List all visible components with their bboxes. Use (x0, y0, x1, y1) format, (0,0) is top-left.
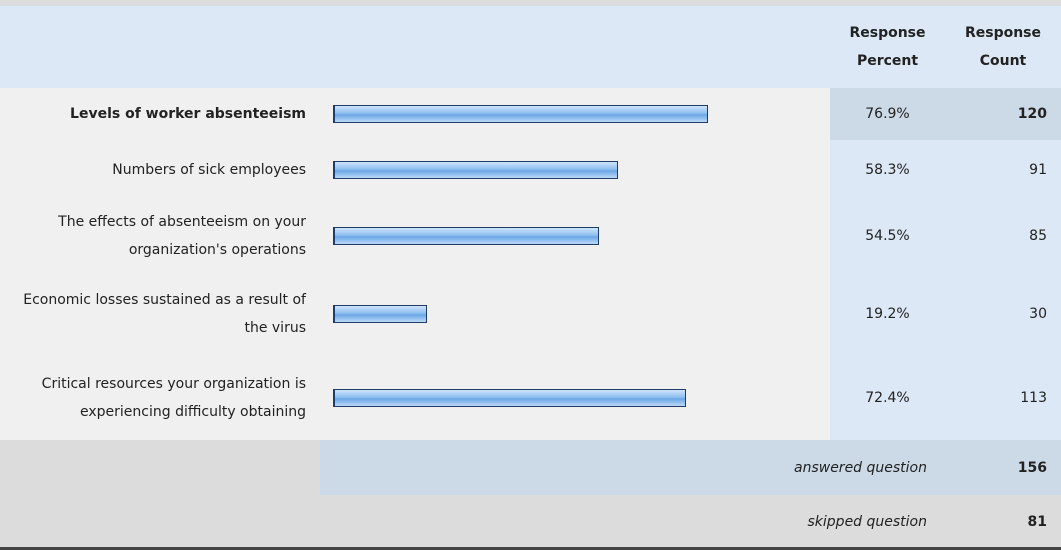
percent-cell-bg (830, 88, 1061, 140)
bar (333, 227, 599, 245)
count-value: 30 (1029, 306, 1047, 322)
count-value: 120 (1017, 106, 1047, 122)
row-label: Economic losses sustained as a result of… (23, 292, 306, 336)
percent-header: Response Percent (849, 25, 926, 69)
percent-cell-bg (830, 200, 1061, 272)
count-value: 113 (1020, 390, 1047, 406)
percent-cell-bg (830, 356, 1061, 440)
footer-label: skipped question (807, 513, 928, 530)
percent-cell-bg (830, 272, 1061, 356)
percent-cell-bg (830, 140, 1061, 200)
percent-value: 54.5% (865, 228, 910, 244)
footer-bg (320, 440, 1061, 495)
footer-value: 156 (1017, 459, 1047, 476)
bar (333, 105, 709, 123)
footer-label: answered question (794, 459, 927, 476)
row-label: Levels of worker absenteeism (70, 106, 306, 122)
row-label: Critical resources your organization is … (41, 376, 306, 420)
percent-value: 76.9% (865, 106, 910, 122)
count-header: Response Count (964, 25, 1042, 69)
bar (333, 305, 427, 323)
count-value: 91 (1029, 162, 1047, 178)
row-label: The effects of absenteeism on your organ… (58, 214, 306, 258)
bar (333, 161, 618, 179)
percent-value: 19.2% (865, 306, 910, 322)
count-value: 85 (1029, 228, 1047, 244)
percent-value: 72.4% (865, 390, 910, 406)
footer-value: 81 (1027, 513, 1047, 530)
bar (333, 389, 687, 407)
percent-value: 58.3% (865, 162, 910, 178)
bottom-border (0, 547, 1061, 550)
header-row (0, 6, 1061, 88)
row-label: Numbers of sick employees (112, 162, 306, 178)
